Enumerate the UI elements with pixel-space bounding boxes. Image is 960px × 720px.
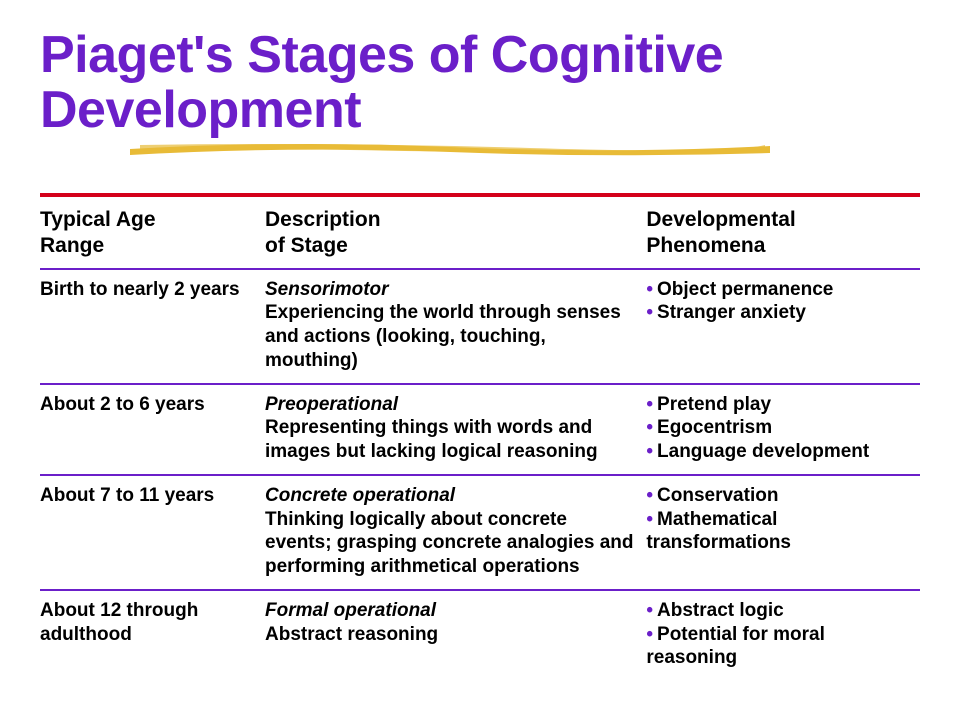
col-header-phen-l1: Developmental (646, 207, 920, 233)
col-header-desc-l1: Description (265, 207, 636, 233)
col-header-phenomena: Developmental Phenomena (646, 207, 920, 260)
phenomena-list: Pretend playEgocentrismLanguage developm… (646, 393, 920, 464)
phenomena-cell: Abstract logicPotential for moral reason… (646, 599, 920, 670)
stage-desc-text: Representing things with words and image… (265, 416, 636, 464)
col-header-age-l2: Range (40, 233, 255, 259)
table-header-row: Typical Age Range Description of Stage D… (40, 203, 920, 268)
phenomena-item: Language development (646, 440, 920, 464)
table-row: About 12 through adulthoodFormal operati… (40, 591, 920, 680)
slide-title: Piaget's Stages of Cognitive Development (40, 28, 920, 137)
col-header-desc-l2: of Stage (265, 233, 636, 259)
stage-description: Concrete operationalThinking logically a… (265, 484, 646, 579)
phenomena-list: ConservationMathematical transformations (646, 484, 920, 555)
slide: Piaget's Stages of Cognitive Development… (0, 0, 960, 720)
phenomena-cell: Object permanenceStranger anxiety (646, 278, 920, 373)
age-range: About 7 to 11 years (40, 484, 265, 579)
stage-name: Formal operational (265, 599, 636, 623)
stage-description: Formal operationalAbstract reasoning (265, 599, 646, 670)
col-header-age: Typical Age Range (40, 207, 265, 260)
phenomena-item: Egocentrism (646, 416, 920, 440)
phenomena-cell: Pretend playEgocentrismLanguage developm… (646, 393, 920, 464)
col-header-age-l1: Typical Age (40, 207, 255, 233)
age-range: About 12 through adulthood (40, 599, 265, 670)
stage-desc-text: Abstract reasoning (265, 623, 636, 647)
stage-desc-text: Thinking logically about concrete events… (265, 508, 636, 579)
stages-table: Typical Age Range Description of Stage D… (40, 193, 920, 680)
col-header-phen-l2: Phenomena (646, 233, 920, 259)
table-row: Birth to nearly 2 yearsSensorimotorExper… (40, 270, 920, 383)
phenomena-item: Mathematical transformations (646, 508, 920, 556)
col-header-description: Description of Stage (265, 207, 646, 260)
age-range: About 2 to 6 years (40, 393, 265, 464)
brush-underline-icon (130, 140, 770, 158)
phenomena-item: Abstract logic (646, 599, 920, 623)
age-range: Birth to nearly 2 years (40, 278, 265, 373)
phenomena-list: Object permanenceStranger anxiety (646, 278, 920, 326)
stage-name: Concrete operational (265, 484, 636, 508)
table-top-rule (40, 193, 920, 197)
table-body: Birth to nearly 2 yearsSensorimotorExper… (40, 268, 920, 681)
stage-name: Sensorimotor (265, 278, 636, 302)
phenomena-item: Object permanence (646, 278, 920, 302)
table-row: About 2 to 6 yearsPreoperationalRepresen… (40, 385, 920, 474)
phenomena-item: Pretend play (646, 393, 920, 417)
phenomena-item: Potential for moral reasoning (646, 623, 920, 671)
phenomena-item: Stranger anxiety (646, 301, 920, 325)
table-row: About 7 to 11 yearsConcrete operationalT… (40, 476, 920, 589)
phenomena-item: Conservation (646, 484, 920, 508)
phenomena-list: Abstract logicPotential for moral reason… (646, 599, 920, 670)
stage-description: PreoperationalRepresenting things with w… (265, 393, 646, 464)
phenomena-cell: ConservationMathematical transformations (646, 484, 920, 579)
stage-description: SensorimotorExperiencing the world throu… (265, 278, 646, 373)
stage-desc-text: Experiencing the world through senses an… (265, 301, 636, 372)
stage-name: Preoperational (265, 393, 636, 417)
